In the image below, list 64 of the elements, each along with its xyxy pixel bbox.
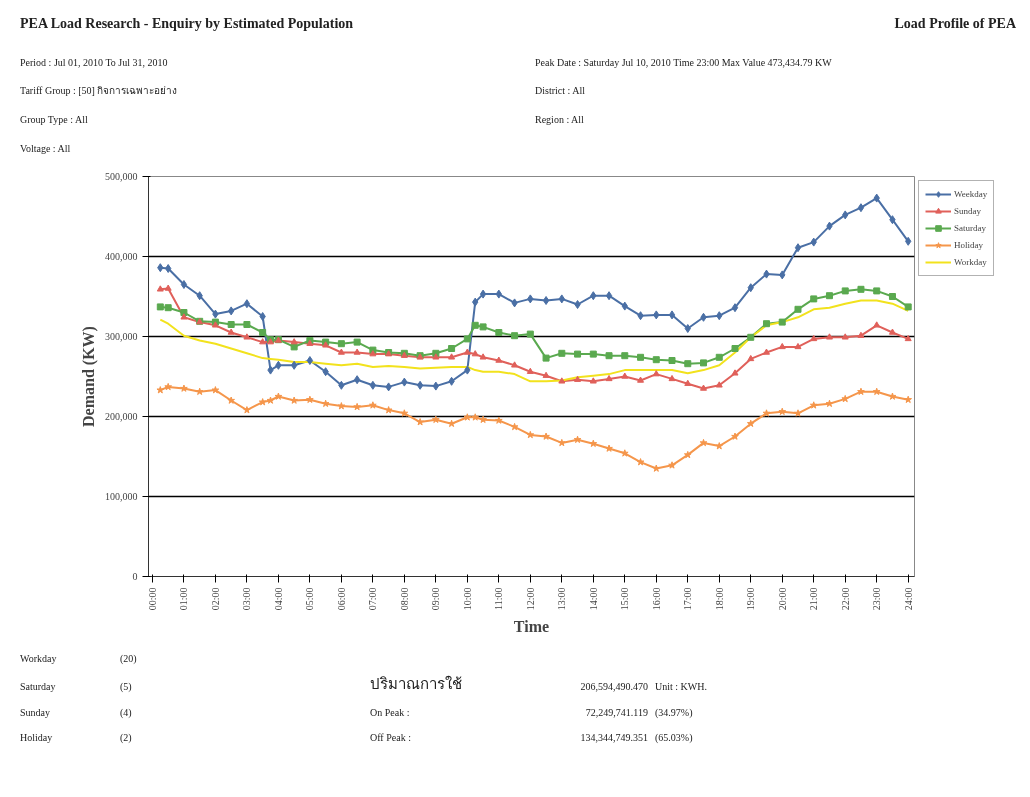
x-tick-label: 15:00: [619, 587, 631, 611]
x-tick-label: 13:00: [556, 587, 568, 611]
text: (65.03%): [655, 731, 693, 745]
x-tick-label: 05:00: [304, 587, 316, 611]
text: Voltage : All: [20, 142, 71, 156]
x-tick-label: 11:00: [493, 587, 505, 610]
x-tick-label: 16:00: [650, 587, 662, 611]
x-tick-label: 10:00: [461, 587, 473, 611]
y-tick-label: 400,000: [105, 251, 138, 262]
y-axis-title: Demand (KW): [80, 326, 98, 427]
legend-label: Sunday: [954, 206, 981, 216]
x-tick-label: 22:00: [839, 587, 851, 611]
x-tick-label: 02:00: [209, 587, 221, 611]
text: 206,594,490.470: [580, 680, 648, 694]
legend-label: Holiday: [954, 240, 983, 250]
text: Load Profile of PEA: [894, 15, 1016, 33]
text: Period : Jul 01, 2010 To Jul 31, 2010: [20, 56, 168, 70]
text: On Peak :: [370, 706, 410, 720]
legend-label: Workday: [954, 257, 987, 267]
text: (5): [120, 680, 132, 694]
text: Saturday: [20, 680, 56, 694]
text: 134,344,749.351: [580, 731, 648, 745]
legend-label: Saturday: [954, 223, 986, 233]
x-tick-label: 14:00: [587, 587, 599, 611]
x-tick-label: 01:00: [178, 587, 190, 611]
text: Workday: [20, 652, 57, 666]
text: (2): [120, 731, 132, 745]
chart-title: PEA Load Research - Enquiry by Estimated Population: [20, 15, 354, 33]
text: Off Peak :: [370, 731, 411, 745]
text: Tariff Group : [50] กิจการเฉพาะอย่าง: [20, 84, 178, 98]
text: ปริมาณการใช้: [370, 674, 462, 694]
x-tick-label: 18:00: [713, 587, 725, 611]
x-tick-label: 03:00: [241, 587, 253, 611]
text: Peak Date : Saturday Jul 10, 2010 Time 23:00 Max Value 473,434.79 KW: [535, 56, 832, 70]
legend-label: Weekday: [954, 189, 988, 199]
text: Region : All: [535, 113, 584, 127]
x-tick-label: 17:00: [682, 587, 694, 611]
y-tick-label: 300,000: [105, 331, 138, 342]
x-tick-label: 20:00: [776, 587, 788, 611]
text: District : All: [535, 84, 585, 98]
x-tick-label: 04:00: [272, 587, 284, 611]
y-tick-label: 100,000: [105, 491, 138, 502]
text: Sunday: [20, 706, 50, 720]
y-tick-label: 500,000: [105, 171, 138, 182]
x-tick-label: 21:00: [808, 587, 820, 611]
x-tick-label: 07:00: [367, 587, 379, 611]
x-tick-label: 19:00: [745, 587, 757, 611]
text: 72,249,741.119: [585, 706, 648, 720]
text: (20): [120, 652, 137, 666]
x-tick-label: 09:00: [430, 587, 442, 611]
x-tick-label: 06:00: [335, 587, 347, 611]
x-tick-label: 23:00: [871, 587, 883, 611]
text: Unit : KWH.: [655, 680, 707, 694]
y-tick-label: 200,000: [105, 411, 138, 422]
text: Holiday: [20, 731, 53, 745]
x-tick-label: 12:00: [524, 587, 536, 611]
x-axis-title: Time: [513, 618, 550, 636]
text: (4): [120, 706, 132, 720]
x-tick-label: 24:00: [902, 587, 914, 611]
x-tick-label: 00:00: [146, 587, 158, 611]
text: (34.97%): [655, 706, 693, 720]
y-tick-label: 0: [132, 571, 138, 582]
text: Group Type : All: [20, 113, 88, 127]
x-tick-label: 08:00: [398, 587, 410, 611]
